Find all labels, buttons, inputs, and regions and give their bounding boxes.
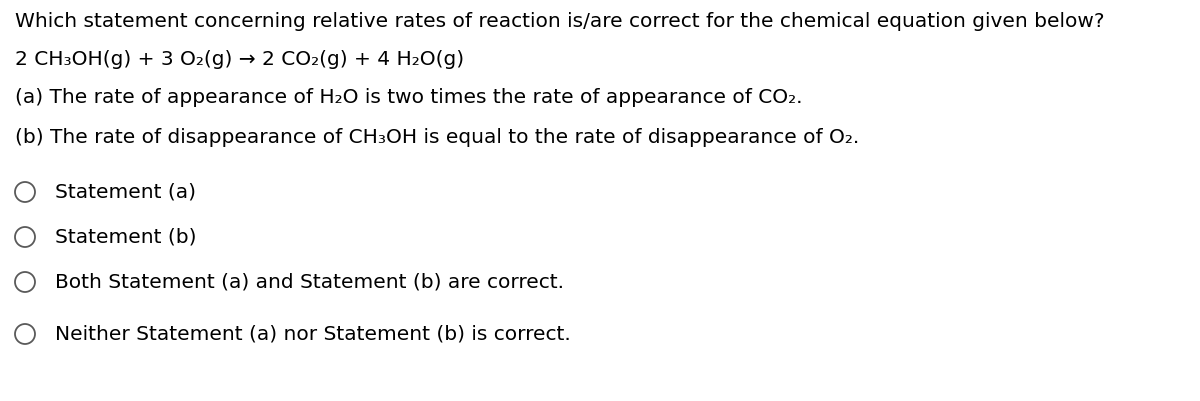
Text: (a) The rate of appearance of H₂O is two times the rate of appearance of CO₂.: (a) The rate of appearance of H₂O is two… <box>14 88 803 107</box>
Text: (b) The rate of disappearance of CH₃OH is equal to the rate of disappearance of : (b) The rate of disappearance of CH₃OH i… <box>14 128 859 147</box>
Text: Statement (a): Statement (a) <box>55 182 196 201</box>
Text: 2 CH₃OH(g) + 3 O₂(g) → 2 CO₂(g) + 4 H₂O(g): 2 CH₃OH(g) + 3 O₂(g) → 2 CO₂(g) + 4 H₂O(… <box>14 50 464 69</box>
Text: Which statement concerning relative rates of reaction is/are correct for the che: Which statement concerning relative rate… <box>14 12 1104 31</box>
Text: Neither Statement (a) nor Statement (b) is correct.: Neither Statement (a) nor Statement (b) … <box>55 324 571 343</box>
Text: Both Statement (a) and Statement (b) are correct.: Both Statement (a) and Statement (b) are… <box>55 272 564 291</box>
Text: Statement (b): Statement (b) <box>55 227 197 246</box>
